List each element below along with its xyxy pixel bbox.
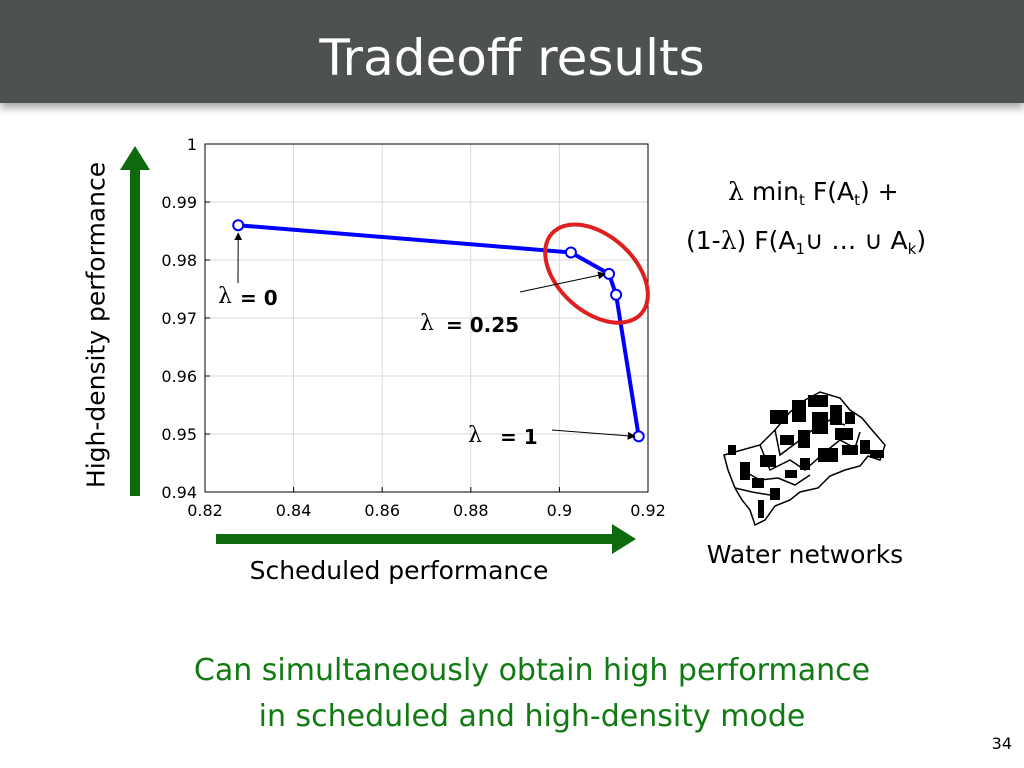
x-tick-label: 0.86 <box>364 501 400 520</box>
x-tick-label: 0.92 <box>630 501 666 520</box>
y-tick-label: 0.97 <box>161 309 197 328</box>
y-axis-arrow-icon <box>120 146 150 496</box>
annotation-label: = 0 <box>240 286 278 310</box>
x-tick-label: 0.9 <box>547 501 572 520</box>
x-tick-label: 0.84 <box>276 501 312 520</box>
conclusion-line-1: Can simultaneously obtain high performan… <box>193 653 871 688</box>
annotation-lambda: λ <box>468 423 482 448</box>
annotation-lambda: λ <box>420 311 434 336</box>
y-tick-label: 0.95 <box>161 425 197 444</box>
data-point <box>564 246 577 259</box>
annotation-lambda: λ <box>218 284 232 309</box>
objective-formula-line2: (1-λ) F(A1∪ … ∪ Ak) <box>686 226 927 258</box>
annotation-label: = 1 <box>500 425 538 449</box>
annotation-label: = 0.25 <box>446 313 519 337</box>
y-tick-label: 0.96 <box>161 367 197 386</box>
series-line <box>238 223 641 437</box>
water-networks-caption: Water networks <box>706 540 904 569</box>
annotation-arrow <box>519 271 606 293</box>
slide-title: Tradeoff results <box>319 29 705 87</box>
x-tick-label: 0.88 <box>453 501 489 520</box>
lambda-symbol: λ <box>728 177 744 206</box>
union-symbol: ∪ <box>864 226 883 255</box>
y-tick-label: 0.99 <box>161 193 197 212</box>
objective-formula-line1: λ mint F(At) + <box>728 177 899 209</box>
title-bar <box>0 0 1024 103</box>
data-point <box>232 219 245 232</box>
lambda-symbol: λ <box>720 226 737 255</box>
conclusion-text: Can simultaneously obtain high performan… <box>0 648 1024 740</box>
annotation-arrow <box>551 429 636 440</box>
y-tick-label: 0.94 <box>161 483 197 502</box>
x-axis-arrow-icon <box>216 524 636 554</box>
data-point <box>632 430 645 443</box>
x-axis-title: Scheduled performance <box>249 556 549 585</box>
page-number: 34 <box>991 734 1012 753</box>
y-axis-title: High-density performance <box>81 161 111 489</box>
y-tick-label: 0.98 <box>161 251 197 270</box>
x-tick-label: 0.82 <box>187 501 223 520</box>
data-point <box>610 288 623 301</box>
highlight-ellipse <box>543 222 650 325</box>
y-tick-label: 1 <box>187 135 197 154</box>
water-network-fill <box>728 395 884 518</box>
union-symbol: ∪ <box>805 226 824 255</box>
data-point <box>603 267 616 280</box>
conclusion-line-2: in scheduled and high-density mode <box>258 699 806 734</box>
